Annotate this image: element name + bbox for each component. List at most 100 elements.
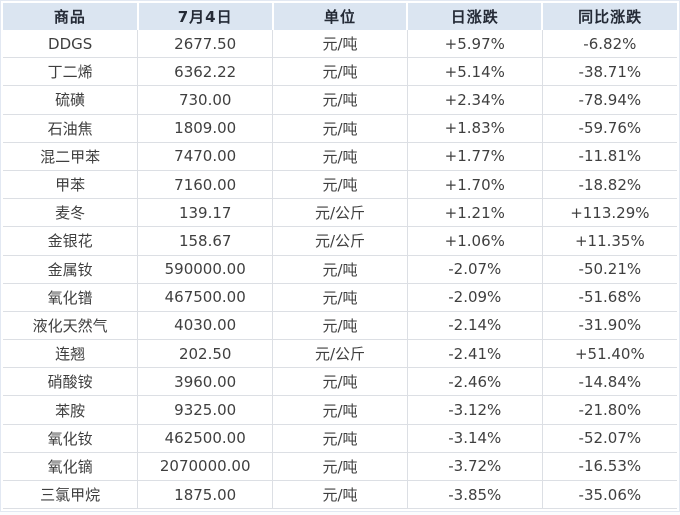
price-value: 2677.50	[137, 30, 273, 59]
price-value: 7470.00	[137, 142, 273, 171]
table-row: 液化天然气 4030.00 元/吨 -2.14% -31.90%	[3, 311, 677, 341]
unit-label: 元/吨	[272, 480, 408, 510]
price-value: 467500.00	[137, 283, 273, 312]
unit-label: 元/吨	[272, 283, 408, 312]
daily-change-value: +5.97%	[406, 30, 543, 59]
price-value: 590000.00	[137, 255, 273, 284]
commodity-name: 混二甲苯	[3, 142, 138, 171]
yoy-change-value: -14.84%	[541, 367, 677, 397]
daily-change-value: +1.77%	[406, 142, 543, 171]
table-row: 金属钕 590000.00 元/吨 -2.07% -50.21%	[3, 255, 677, 284]
daily-change-value: +2.34%	[406, 85, 543, 115]
unit-label: 元/吨	[272, 85, 408, 115]
commodity-name: 硝酸铵	[3, 367, 138, 397]
commodity-name: 甲苯	[3, 170, 138, 200]
daily-change-value: +1.21%	[406, 198, 543, 228]
table-row: 混二甲苯 7470.00 元/吨 +1.77% -11.81%	[3, 142, 677, 171]
unit-label: 元/吨	[272, 311, 408, 341]
daily-change-value: -3.72%	[406, 452, 543, 482]
commodity-name: 金属钕	[3, 255, 138, 284]
table-row: 硫磺 730.00 元/吨 +2.34% -78.94%	[3, 85, 677, 115]
table-body: DDGS 2677.50 元/吨 +5.97% -6.82% 丁二烯 6362.22 元/吨 +…	[3, 30, 677, 510]
daily-change-value: +1.70%	[406, 170, 543, 200]
commodity-name: 苯胺	[3, 395, 138, 425]
yoy-change-value: -59.76%	[541, 114, 677, 143]
daily-change-value: +1.83%	[406, 114, 543, 143]
column-header-date: 7月4日	[136, 3, 273, 30]
commodity-name: 硫磺	[3, 85, 138, 115]
price-value: 139.17	[137, 198, 273, 228]
price-value: 730.00	[137, 85, 273, 115]
daily-change-value: +1.06%	[406, 226, 543, 256]
yoy-change-value: -78.94%	[541, 85, 677, 115]
yoy-change-value: +11.35%	[541, 226, 677, 256]
table-row: 氧化镨 467500.00 元/吨 -2.09% -51.68%	[3, 283, 677, 312]
unit-label: 元/吨	[272, 57, 408, 87]
price-value: 202.50	[137, 339, 273, 369]
price-value: 462500.00	[137, 424, 273, 453]
daily-change-value: -2.41%	[406, 339, 543, 369]
daily-change-value: -2.14%	[406, 311, 543, 341]
table-row: 三氯甲烷 1875.00 元/吨 -3.85% -35.06%	[3, 480, 677, 510]
daily-change-value: -2.07%	[406, 255, 543, 284]
commodity-name: 氧化镝	[3, 452, 138, 482]
unit-label: 元/公斤	[272, 339, 408, 369]
price-value: 4030.00	[137, 311, 273, 341]
yoy-change-value: -51.68%	[541, 283, 677, 312]
unit-label: 元/吨	[272, 30, 408, 59]
yoy-change-value: +113.29%	[541, 198, 677, 228]
column-header-unit: 单位	[271, 3, 408, 30]
unit-label: 元/吨	[272, 395, 408, 425]
price-value: 7160.00	[137, 170, 273, 200]
price-value: 1809.00	[137, 114, 273, 143]
yoy-change-value: -31.90%	[541, 311, 677, 341]
daily-change-value: -2.09%	[406, 283, 543, 312]
daily-change-value: -3.85%	[406, 480, 543, 510]
commodity-name: DDGS	[3, 30, 138, 59]
daily-change-value: -3.14%	[406, 424, 543, 453]
yoy-change-value: -16.53%	[541, 452, 677, 482]
price-value: 158.67	[137, 226, 273, 256]
price-value: 6362.22	[137, 57, 273, 87]
commodity-name: 丁二烯	[3, 57, 138, 87]
yoy-change-value: -38.71%	[541, 57, 677, 87]
yoy-change-value: -18.82%	[541, 170, 677, 200]
table-row: 麦冬 139.17 元/公斤 +1.21% +113.29%	[3, 198, 677, 228]
yoy-change-value: -52.07%	[541, 424, 677, 453]
table-row: DDGS 2677.50 元/吨 +5.97% -6.82%	[3, 30, 677, 59]
table-header-row: 商品 7月4日 单位 日涨跌 同比涨跌	[3, 3, 677, 30]
daily-change-value: +5.14%	[406, 57, 543, 87]
unit-label: 元/公斤	[272, 226, 408, 256]
unit-label: 元/吨	[272, 170, 408, 200]
table-row: 氧化镝 2070000.00 元/吨 -3.72% -16.53%	[3, 452, 677, 482]
yoy-change-value: -6.82%	[541, 30, 677, 59]
table-row: 丁二烯 6362.22 元/吨 +5.14% -38.71%	[3, 57, 677, 87]
column-header-commodity: 商品	[3, 3, 138, 30]
commodity-name: 金银花	[3, 226, 138, 256]
table-row: 连翘 202.50 元/公斤 -2.41% +51.40%	[3, 339, 677, 369]
daily-change-value: -2.46%	[406, 367, 543, 397]
price-value: 9325.00	[137, 395, 273, 425]
commodity-name: 连翘	[3, 339, 138, 369]
unit-label: 元/吨	[272, 367, 408, 397]
commodity-name: 氧化钕	[3, 424, 138, 453]
unit-label: 元/吨	[272, 255, 408, 284]
price-value: 3960.00	[137, 367, 273, 397]
commodity-name: 液化天然气	[3, 311, 138, 341]
table-row: 甲苯 7160.00 元/吨 +1.70% -18.82%	[3, 170, 677, 200]
commodity-name: 麦冬	[3, 198, 138, 228]
column-header-daily-change: 日涨跌	[406, 3, 543, 30]
unit-label: 元/吨	[272, 452, 408, 482]
table-row: 氧化钕 462500.00 元/吨 -3.14% -52.07%	[3, 424, 677, 453]
yoy-change-value: -11.81%	[541, 142, 677, 171]
yoy-change-value: +51.40%	[541, 339, 677, 369]
commodity-name: 石油焦	[3, 114, 138, 143]
unit-label: 元/公斤	[272, 198, 408, 228]
unit-label: 元/吨	[272, 424, 408, 453]
commodity-price-table: 商品 7月4日 单位 日涨跌 同比涨跌 DDGS 2677.50 元/吨 +5.97%…	[3, 3, 677, 510]
price-value: 1875.00	[137, 480, 273, 510]
column-header-yoy-change: 同比涨跌	[541, 3, 677, 30]
unit-label: 元/吨	[272, 142, 408, 171]
